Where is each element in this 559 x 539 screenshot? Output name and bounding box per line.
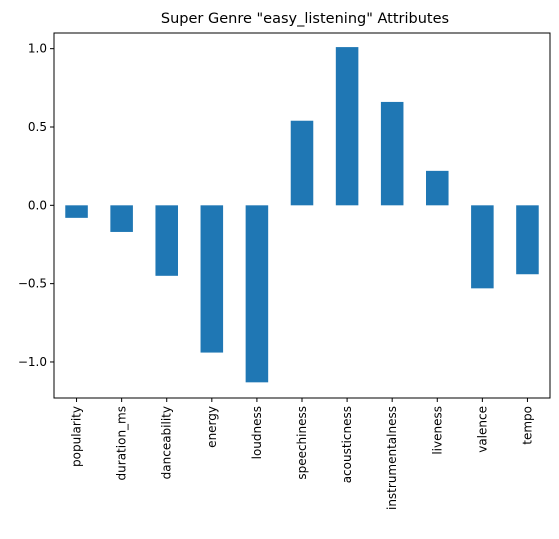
y-tick-label: 0.5 <box>28 120 47 134</box>
bar-popularity <box>65 205 88 218</box>
plot-frame <box>53 32 551 399</box>
y-tick-label: 1.0 <box>28 42 47 56</box>
bar-valence <box>471 205 494 289</box>
x-tick-label-danceability: danceability <box>160 406 174 479</box>
x-tick-label-popularity: popularity <box>70 406 84 467</box>
bar-liveness <box>426 170 449 206</box>
bar-danceability <box>155 205 178 276</box>
x-tick-label-duration_ms: duration_ms <box>115 406 129 480</box>
bar-duration_ms <box>110 205 133 232</box>
bar-loudness <box>245 205 269 383</box>
bar-acousticness <box>335 47 359 206</box>
y-tick-label: 0.0 <box>28 198 47 212</box>
bar-instrumentalness <box>380 101 404 206</box>
x-tick-label-liveness: liveness <box>430 406 444 455</box>
x-tick-label-speechiness: speechiness <box>295 406 309 480</box>
x-tick-label-instrumentalness: instrumentalness <box>385 406 399 510</box>
bar-speechiness <box>290 120 314 206</box>
x-tick-label-acousticness: acousticness <box>340 406 354 483</box>
bar-tempo <box>516 205 539 275</box>
x-tick-label-loudness: loudness <box>250 406 264 459</box>
bars-group <box>65 47 539 383</box>
y-tick-label: −1.0 <box>18 355 47 369</box>
x-tick-label-energy: energy <box>205 406 219 448</box>
x-tick-label-tempo: tempo <box>520 406 534 445</box>
y-tick-label: −0.5 <box>18 277 47 291</box>
chart-title: Super Genre "easy_listening" Attributes <box>161 11 449 27</box>
y-axis: −1.0 −0.5 0.0 0.5 1.0 <box>18 42 54 369</box>
x-axis: popularity duration_ms danceability energy l… <box>70 398 534 510</box>
bar-energy <box>200 205 224 353</box>
x-tick-label-valence: valence <box>475 406 489 453</box>
